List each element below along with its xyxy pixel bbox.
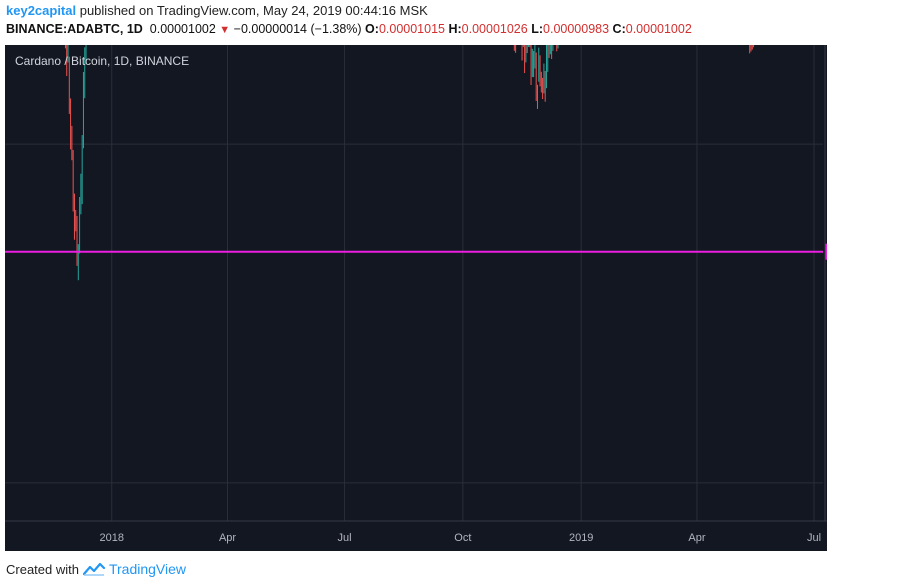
symbol: BINANCE:ADABTC, 1D <box>6 22 143 36</box>
high-label: H: <box>448 22 462 36</box>
author-name[interactable]: key2capital <box>6 3 77 18</box>
x-tick-label: 2019 <box>569 532 593 544</box>
x-tick-label: Apr <box>688 532 705 544</box>
x-tick-label: Jul <box>807 532 821 544</box>
created-with-text: Created with <box>6 561 79 577</box>
time-axis[interactable]: 2018 Apr Jul Oct 2019 Apr Jul <box>100 532 822 544</box>
low-value: 0.00000983 <box>543 22 610 36</box>
close-value: 0.00001002 <box>625 22 692 36</box>
tradingview-logo-icon <box>82 562 105 576</box>
last-value: 0.00001002 <box>149 22 216 36</box>
support-price-badge <box>825 243 827 260</box>
price-chart[interactable]: 0.000010020.00000642 0.000090000.0000800… <box>5 45 827 551</box>
high-value: 0.00001026 <box>461 22 528 36</box>
price-levels: 0.000010020.00000642 <box>5 243 827 260</box>
down-arrow-icon: ▼ <box>219 24 231 36</box>
grid <box>5 45 823 521</box>
x-tick-label: Oct <box>454 532 471 544</box>
chart-title: Cardano / Bitcoin, 1D, BINANCE <box>15 54 189 68</box>
close-label: C: <box>612 22 626 36</box>
open-label: O: <box>365 22 379 36</box>
change-value: −0.00000014 (−1.38%) <box>233 22 362 36</box>
x-tick-label: 2018 <box>100 532 124 544</box>
open-value: 0.00001015 <box>378 22 445 36</box>
tradingview-brand[interactable]: TradingView <box>108 561 187 577</box>
footer: Created with TradingView <box>6 561 186 577</box>
low-label: L: <box>531 22 544 36</box>
candles <box>64 45 755 281</box>
chart-background <box>5 45 827 551</box>
publish-info: key2capital published on TradingView.com… <box>6 3 428 18</box>
x-tick-label: Jul <box>338 532 352 544</box>
symbol-info: BINANCE:ADABTC, 1D 0.00001002 ▼ −0.00000… <box>6 22 692 36</box>
published-text: published on TradingView.com, May 24, 20… <box>76 3 428 18</box>
x-tick-label: Apr <box>219 532 236 544</box>
